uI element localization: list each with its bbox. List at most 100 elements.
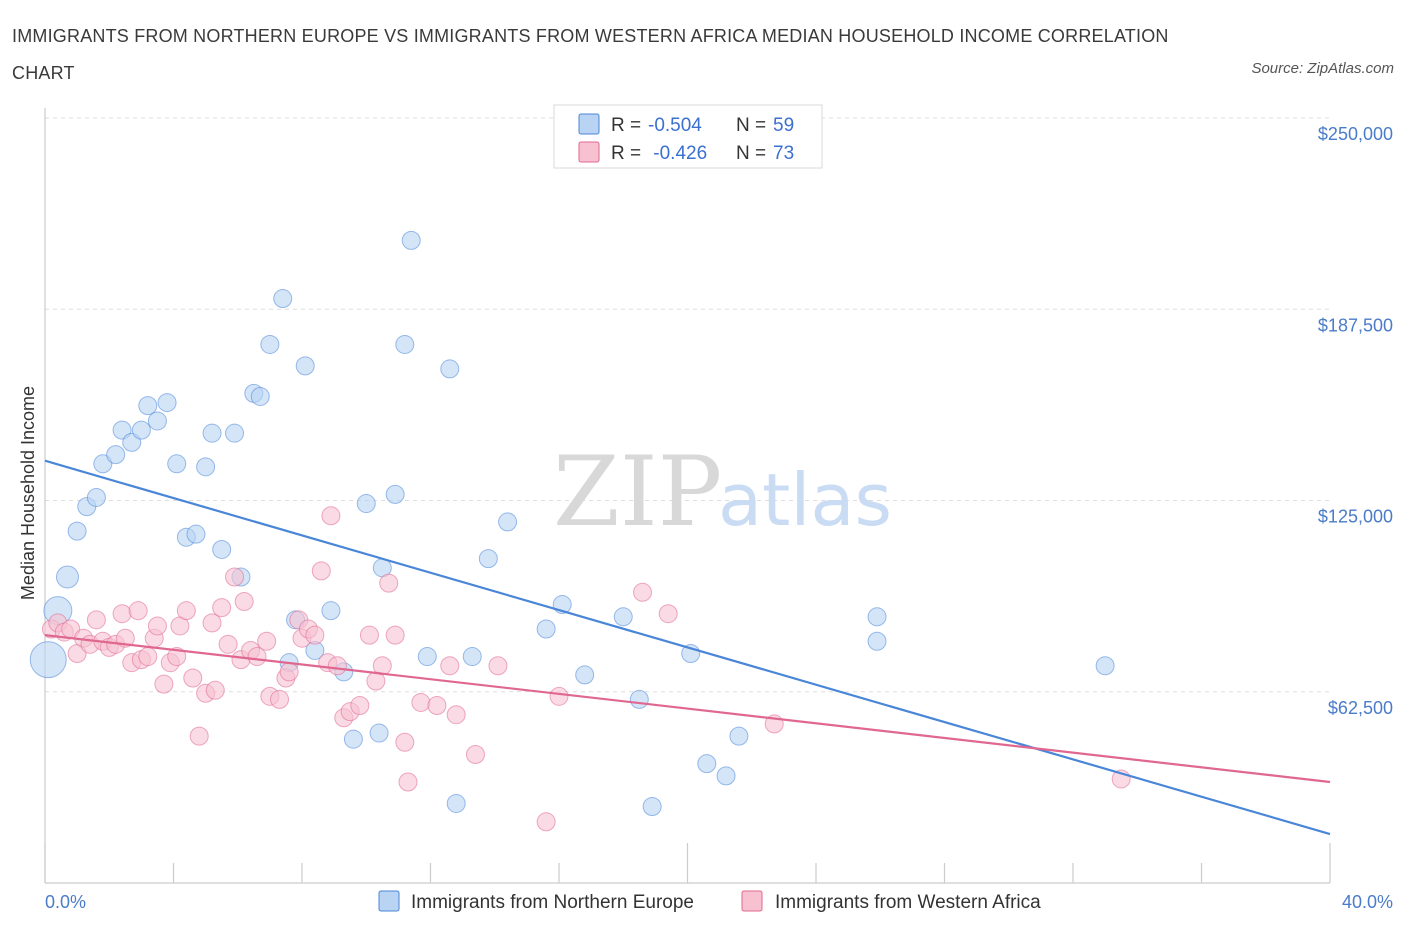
data-point	[147, 411, 167, 431]
y-tick-label: $125,000	[1318, 507, 1393, 527]
data-point	[86, 487, 106, 507]
data-point	[498, 512, 518, 532]
data-point	[462, 647, 482, 667]
data-point	[260, 334, 280, 354]
data-point	[29, 641, 67, 679]
data-point	[93, 454, 113, 474]
legend-n-label-pink: N =	[736, 143, 766, 164]
series-legend-label-blue: Immigrants from Northern Europe	[411, 892, 694, 913]
series-northern-europe-points	[29, 230, 1115, 816]
y-tick-label: $250,000	[1318, 124, 1393, 144]
data-point	[478, 549, 498, 569]
data-point	[417, 647, 437, 667]
data-point	[202, 423, 222, 443]
legend-r-label-pink: R =	[611, 143, 641, 164]
data-point	[385, 625, 405, 645]
data-point	[321, 506, 341, 526]
data-point	[112, 604, 132, 624]
data-point	[350, 696, 370, 716]
data-point	[202, 613, 222, 633]
y-tick-label: $62,500	[1328, 698, 1393, 718]
legend-r-value-pink: -0.426	[648, 143, 707, 164]
data-point	[465, 744, 485, 764]
legend-n-value-pink: 73	[773, 143, 794, 164]
axes	[44, 108, 1331, 884]
data-point	[488, 656, 508, 676]
data-point	[106, 445, 126, 465]
data-point	[321, 601, 341, 621]
legend-r-value-blue: -0.504	[648, 115, 702, 136]
data-point	[67, 521, 87, 541]
data-point	[343, 729, 363, 749]
watermark-atlas: atlas	[718, 458, 892, 542]
data-point	[369, 723, 389, 743]
data-point	[536, 812, 556, 832]
x-tick-labels: 0.0% 40.0%	[45, 892, 1393, 912]
watermark: ZIP atlas	[553, 436, 892, 548]
stats-legend: R = -0.504 N = 59 R = -0.426 N = 73	[553, 104, 823, 169]
data-point	[440, 656, 460, 676]
data-point	[575, 665, 595, 685]
series-western-africa-points	[41, 506, 1131, 832]
data-point	[247, 647, 267, 667]
data-point	[311, 561, 331, 581]
data-point	[273, 289, 293, 309]
data-point	[167, 647, 187, 667]
legend-r-label-blue: R =	[611, 115, 641, 136]
data-point	[234, 591, 254, 611]
data-point	[327, 656, 347, 676]
data-point	[613, 607, 633, 627]
y-tick-labels: $62,500 $125,000 $187,500 $250,000	[1318, 124, 1393, 718]
legend-swatch-blue	[578, 113, 600, 135]
y-axis-label: Median Household Income	[18, 386, 38, 600]
legend-n-value-blue: 59	[773, 115, 794, 136]
trend-line-northern-europe	[44, 459, 1331, 836]
chart-title: IMMIGRANTS FROM NORTHERN EUROPE VS IMMIG…	[12, 26, 1169, 83]
data-point	[633, 582, 653, 602]
data-point	[225, 567, 245, 587]
data-point	[257, 631, 277, 651]
watermark-zip: ZIP	[553, 436, 722, 548]
data-point	[183, 668, 203, 688]
data-point	[154, 674, 174, 694]
data-point	[186, 524, 206, 544]
data-point	[658, 604, 678, 624]
series-legend-swatch-pink	[741, 890, 763, 912]
data-point	[218, 634, 238, 654]
data-point	[212, 598, 232, 618]
source-label: Source: ZipAtlas.com	[1251, 60, 1394, 77]
x-tick-label: 40.0%	[1342, 892, 1393, 912]
data-point	[1095, 656, 1115, 676]
data-point	[128, 601, 148, 621]
data-point	[279, 662, 299, 682]
trend-line-western-africa	[44, 634, 1331, 784]
legend-swatch-pink	[578, 141, 600, 163]
data-point	[270, 689, 290, 709]
data-point	[176, 601, 196, 621]
data-point	[385, 484, 405, 504]
data-point	[716, 766, 736, 786]
data-point	[642, 797, 662, 816]
data-point	[629, 689, 649, 709]
data-point	[359, 625, 379, 645]
y-tick-label: $187,500	[1318, 315, 1393, 335]
series-legend-swatch-blue	[378, 890, 400, 912]
data-point	[395, 732, 415, 752]
data-point	[138, 647, 158, 667]
data-point	[225, 423, 245, 443]
data-point	[205, 680, 225, 700]
data-point	[440, 359, 460, 379]
data-point	[549, 686, 569, 706]
data-point	[398, 772, 418, 792]
data-point	[729, 726, 749, 746]
data-point	[138, 396, 158, 416]
series-legend-label-pink: Immigrants from Western Africa	[775, 892, 1041, 913]
data-point	[697, 754, 717, 774]
data-point	[55, 565, 79, 589]
data-point	[427, 696, 447, 716]
data-point	[147, 616, 167, 636]
data-point	[395, 334, 415, 354]
series-legend: Immigrants from Northern Europe Immigran…	[378, 890, 1041, 913]
data-point	[157, 393, 177, 413]
